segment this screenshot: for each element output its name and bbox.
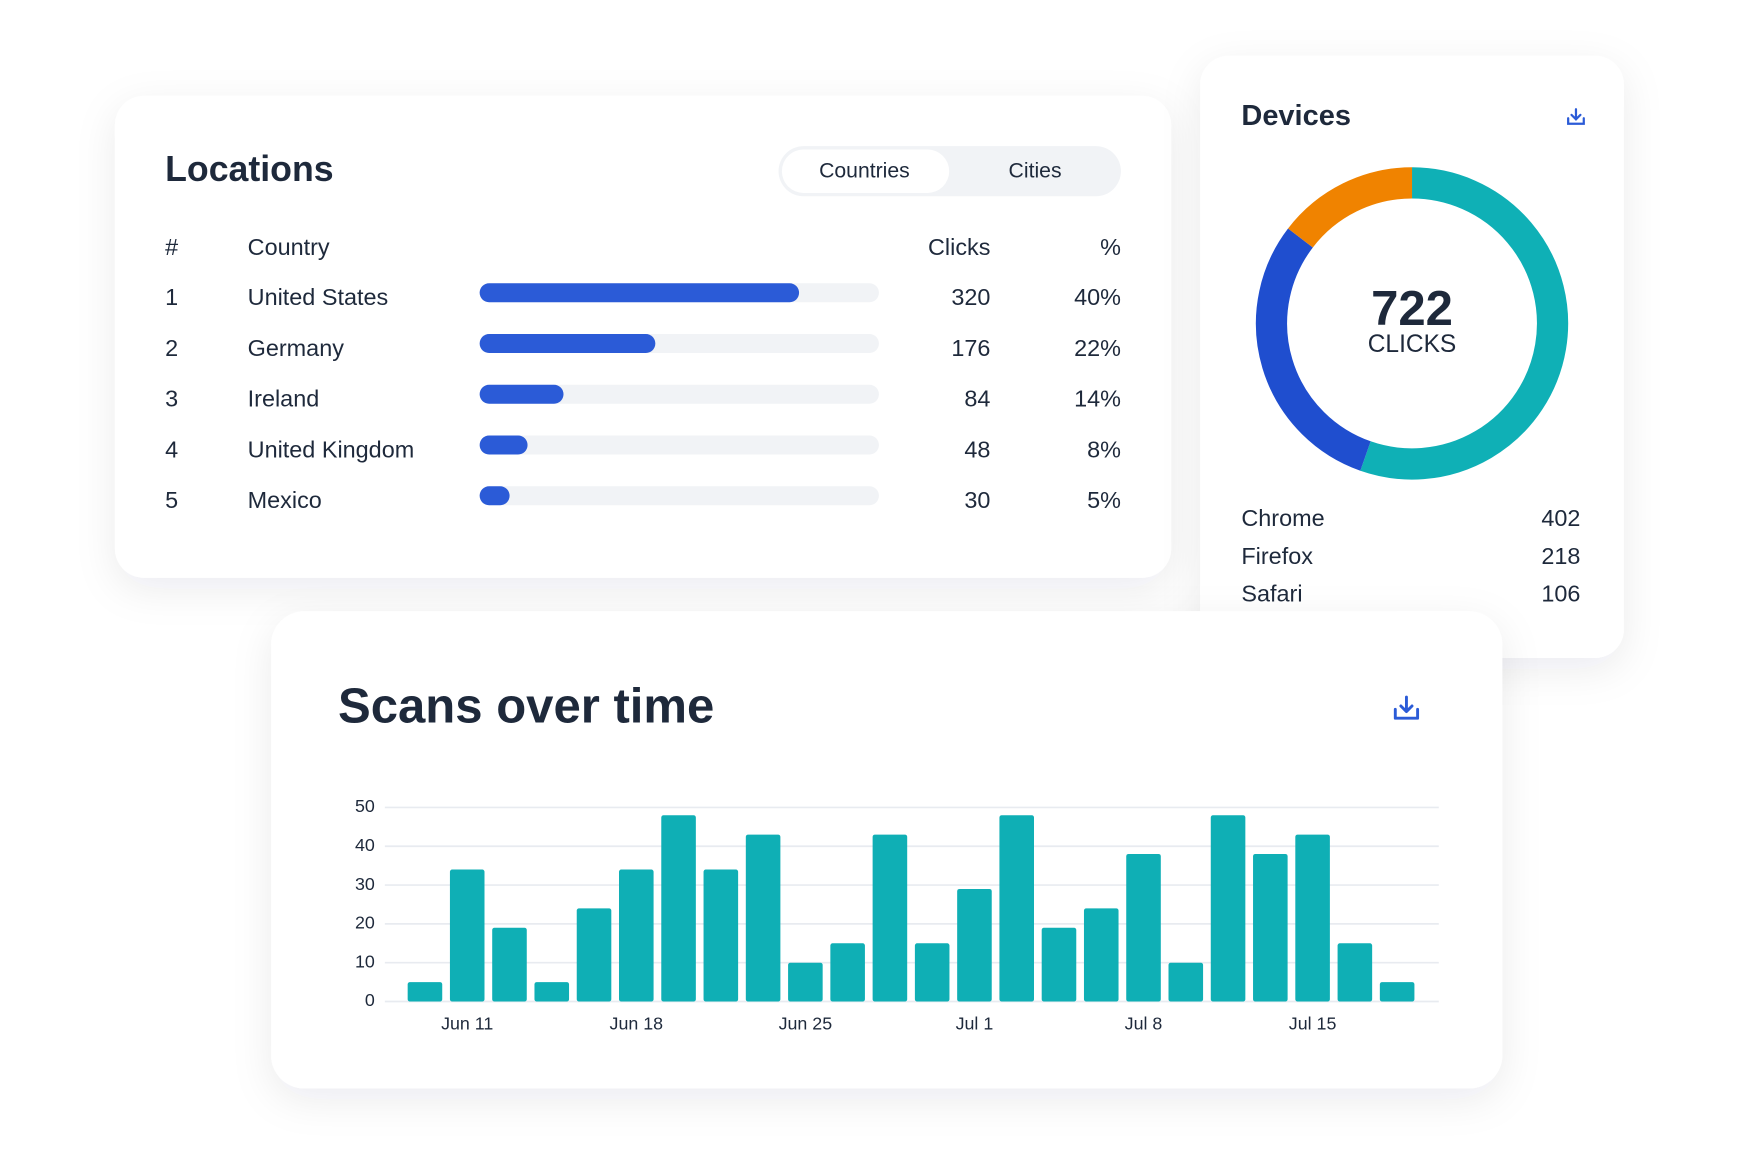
- device-value: 402: [1541, 505, 1580, 531]
- y-tick-label: 30: [355, 874, 375, 894]
- bar: [999, 815, 1035, 1002]
- clicks: 48: [964, 436, 990, 462]
- bar: [661, 815, 696, 1002]
- tab[interactable]: Countries: [819, 159, 910, 182]
- device-value: 106: [1541, 581, 1580, 607]
- bar: [957, 888, 992, 1002]
- bar: [1337, 943, 1373, 1002]
- bar: [1041, 927, 1077, 1002]
- bar: [788, 962, 823, 1002]
- total: 722: [1371, 282, 1453, 336]
- bar-track: [479, 486, 879, 506]
- y-tick-label: 20: [355, 913, 375, 933]
- percent: 40%: [1074, 284, 1121, 310]
- clicks: 30: [964, 487, 990, 513]
- x-tick-label: Jul 15: [1289, 1014, 1337, 1034]
- bar: [576, 908, 612, 1002]
- bar: [1379, 982, 1415, 1002]
- y-tick-label: 0: [365, 990, 375, 1010]
- download-icon[interactable]: [1393, 695, 1420, 720]
- bar: [479, 334, 656, 353]
- device-value: 218: [1541, 543, 1580, 569]
- clicks: 176: [951, 335, 990, 361]
- clicks: 320: [951, 284, 990, 310]
- percent: 14%: [1074, 386, 1121, 412]
- y-tick-label: 40: [355, 835, 375, 855]
- bar: [1253, 854, 1288, 1002]
- column-header: #: [165, 234, 178, 260]
- total-label: CLICKS: [1368, 331, 1457, 358]
- devices-card: Devices Chrome 402 Firefox 218 Safari 106 722C…: [1200, 55, 1624, 659]
- bar: [534, 982, 570, 1002]
- donut-segment: [1255, 228, 1371, 471]
- bar: [479, 486, 510, 506]
- bar-track: [479, 435, 879, 455]
- download-icon[interactable]: [1567, 108, 1585, 125]
- donut-segment: [1360, 167, 1569, 480]
- bar-track: [479, 384, 879, 404]
- column-header: Clicks: [928, 234, 990, 260]
- y-tick-label: 50: [355, 796, 375, 816]
- clicks: 84: [964, 386, 990, 412]
- bar: [1295, 834, 1330, 1002]
- scans-card: Scans over time 0 10 20 30 40 50 Jun 11 Jun 18 J…: [271, 611, 1503, 1089]
- country: United Kingdom: [248, 436, 415, 462]
- percent: 22%: [1074, 335, 1121, 361]
- bar: [914, 943, 950, 1002]
- column-header: Country: [248, 234, 330, 260]
- tab-active: [781, 149, 950, 193]
- bar: [619, 869, 654, 1002]
- bar: [407, 982, 443, 1002]
- bar: [1168, 962, 1204, 1002]
- x-tick-label: Jun 18: [610, 1014, 664, 1034]
- y-tick-label: 10: [355, 951, 375, 971]
- bar: [745, 834, 781, 1002]
- x-tick-label: Jul 1: [956, 1014, 994, 1034]
- bar: [703, 869, 739, 1002]
- country: Ireland: [248, 386, 320, 412]
- percent: 8%: [1087, 436, 1121, 462]
- locations-card: Locations Countries Cities # Country Clicks%…: [114, 95, 1172, 578]
- bar: [872, 834, 908, 1002]
- card: [1200, 55, 1624, 659]
- percent: 5%: [1087, 487, 1121, 513]
- device-name: Firefox: [1241, 543, 1313, 569]
- column-header: %: [1100, 234, 1121, 260]
- rank: 4: [165, 436, 178, 462]
- card-title: Devices: [1241, 100, 1351, 132]
- rank: 5: [165, 487, 178, 513]
- x-tick-label: Jul 8: [1125, 1014, 1163, 1034]
- device-name: Chrome: [1241, 505, 1324, 531]
- rank: 3: [165, 386, 178, 412]
- bar: [1126, 854, 1161, 1002]
- country: United States: [248, 284, 389, 310]
- country: Germany: [248, 335, 345, 361]
- x-tick-label: Jun 11: [441, 1014, 493, 1034]
- bar: [479, 384, 564, 404]
- rank: 1: [165, 284, 178, 310]
- bar: [1083, 908, 1119, 1002]
- bar: [479, 435, 528, 455]
- bar: [492, 927, 527, 1002]
- bar: [1210, 815, 1246, 1002]
- country: Mexico: [248, 487, 322, 513]
- bar: [479, 283, 800, 303]
- x-tick-label: Jun 25: [779, 1014, 833, 1034]
- rank: 2: [165, 335, 178, 361]
- card-title: Scans over time: [338, 679, 714, 733]
- tab[interactable]: Cities: [1009, 159, 1062, 182]
- card-title: Locations: [165, 149, 333, 189]
- donut-segment: [1288, 167, 1413, 248]
- bar: [449, 869, 485, 1002]
- bar: [830, 943, 865, 1002]
- device-name: Safari: [1241, 581, 1302, 607]
